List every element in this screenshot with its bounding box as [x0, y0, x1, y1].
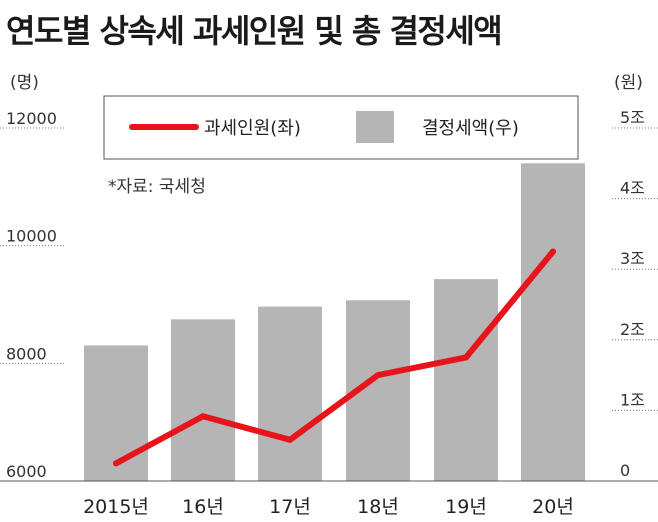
- category-label: 16년: [182, 496, 224, 518]
- bar-6: [521, 163, 585, 482]
- left-axis-unit: (명): [10, 73, 39, 93]
- legend-box: [103, 95, 579, 160]
- line-point-6: [550, 248, 556, 255]
- category-label: 2015년: [83, 496, 149, 518]
- bar-3: [258, 306, 322, 481]
- left-tick-label: 10000: [6, 227, 57, 246]
- bar-1: [84, 345, 148, 481]
- right-tick-label: 4조: [620, 179, 645, 198]
- chart-title: 연도별 상속세 과세인원 및 총 결정세액: [6, 12, 503, 50]
- category-label: 18년: [357, 496, 399, 518]
- category-label: 17년: [269, 496, 311, 518]
- line-point-3: [287, 436, 293, 443]
- line-series: [113, 248, 556, 467]
- line-point-1: [113, 460, 119, 467]
- left-tick-label: 6000: [6, 462, 47, 481]
- right-tick-label: 2조: [620, 320, 645, 339]
- legend-label-line: 과세인원(좌): [204, 118, 301, 139]
- right-tick-label: 1조: [620, 390, 645, 409]
- right-tick-label: 0: [620, 461, 630, 480]
- category-label: 20년: [532, 496, 574, 518]
- legend-label-bar: 결정세액(우): [422, 118, 519, 139]
- bar-5: [434, 279, 498, 481]
- bar-2: [171, 319, 235, 481]
- line-point-2: [200, 413, 206, 420]
- legend: 과세인원(좌) 결정세액(우): [103, 95, 579, 160]
- left-tick-label: 8000: [6, 344, 47, 363]
- line-point-4: [375, 372, 381, 379]
- right-axis-unit: (원): [614, 73, 643, 93]
- left-tick-label: 12000: [6, 109, 57, 128]
- right-tick-label: 5조: [620, 108, 645, 127]
- source-note: *자료: 국세청: [108, 177, 206, 197]
- legend-bar-swatch: [356, 111, 394, 143]
- category-label: 19년: [445, 496, 487, 518]
- right-tick-label: 3조: [620, 249, 645, 268]
- line-point-5: [463, 354, 469, 361]
